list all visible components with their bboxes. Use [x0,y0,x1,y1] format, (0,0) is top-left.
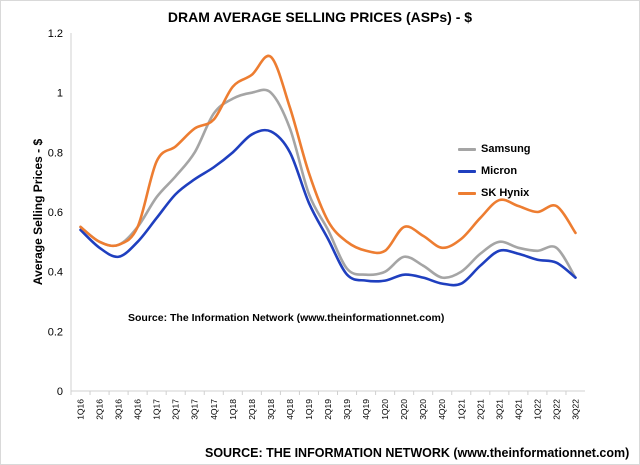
x-tick-label: 3Q19 [342,399,352,420]
x-tick-label: 2Q17 [171,399,181,420]
x-tick-label: 2Q16 [95,399,105,420]
series-line-samsung [79,88,577,280]
series-line-micron [79,128,577,287]
x-tick-label: 2Q21 [475,399,485,420]
legend-item-skhynix: SK Hynix [458,182,531,204]
x-tick-label: 3Q20 [418,399,428,420]
source-annotation: Source: The Information Network (www.the… [128,312,445,324]
legend-swatch-micron [458,169,476,173]
y-tick-label: 1.2 [48,28,63,40]
x-tick-label: 3Q21 [494,399,504,420]
x-tick-label: 1Q21 [456,399,466,420]
x-tick-label: 1Q18 [228,399,238,420]
x-tick-label: 4Q17 [209,399,219,420]
x-tick-label: 3Q22 [570,399,580,420]
x-tick-label: 1Q19 [304,399,314,420]
y-axis-label: Average Selling Prices - $ [31,139,45,286]
x-tick-label: 1Q16 [76,399,86,420]
x-tick-label: 3Q16 [114,399,124,420]
y-tick-labels: 0 0.2 0.4 0.6 0.8 1 1.2 [48,28,63,398]
x-tick-label: 1Q20 [380,399,390,420]
legend: Samsung Micron SK Hynix [458,138,531,204]
x-tick-labels: 1Q16 2Q16 3Q16 4Q16 1Q17 2Q17 3Q17 4Q17 1Q18 2Q18… [70,391,580,420]
x-tick-label: 4Q21 [513,399,523,420]
x-tick-label: 2Q20 [399,399,409,420]
series-line-sk-hynix [79,54,577,255]
chart-title: DRAM AVERAGE SELLING PRICES (ASPs) - $ [167,9,473,25]
y-tick-label: 0.2 [48,326,63,338]
legend-swatch-samsung [458,147,476,151]
series-lines [79,54,577,287]
legend-item-samsung: Samsung [458,138,531,160]
x-tick-label: 1Q17 [152,399,162,420]
legend-label-micron: Micron [481,165,518,177]
x-tick-label: 4Q16 [133,399,143,420]
x-tick-label: 4Q18 [285,399,295,420]
x-tick-label: 4Q20 [437,399,447,420]
legend-label-samsung: Samsung [481,143,531,155]
x-tick-label: 4Q19 [361,399,371,420]
legend-label-skhynix: SK Hynix [481,187,530,199]
x-tick-label: 2Q22 [551,399,561,420]
y-tick-label: 0.8 [48,147,63,159]
y-tick-label: 0.6 [48,207,63,219]
legend-item-micron: Micron [458,160,531,182]
legend-swatch-skhynix [458,191,476,195]
footer-source: SOURCE: THE INFORMATION NETWORK (www.the… [205,446,630,460]
y-tick-label: 1 [57,88,63,100]
y-tick-label: 0 [57,386,63,398]
x-tick-label: 2Q19 [323,399,333,420]
x-tick-label: 1Q22 [532,399,542,420]
x-tick-label: 2Q18 [247,399,257,420]
x-tick-label: 3Q18 [266,399,276,420]
y-tick-label: 0.4 [48,267,63,279]
x-tick-label: 3Q17 [190,399,200,420]
